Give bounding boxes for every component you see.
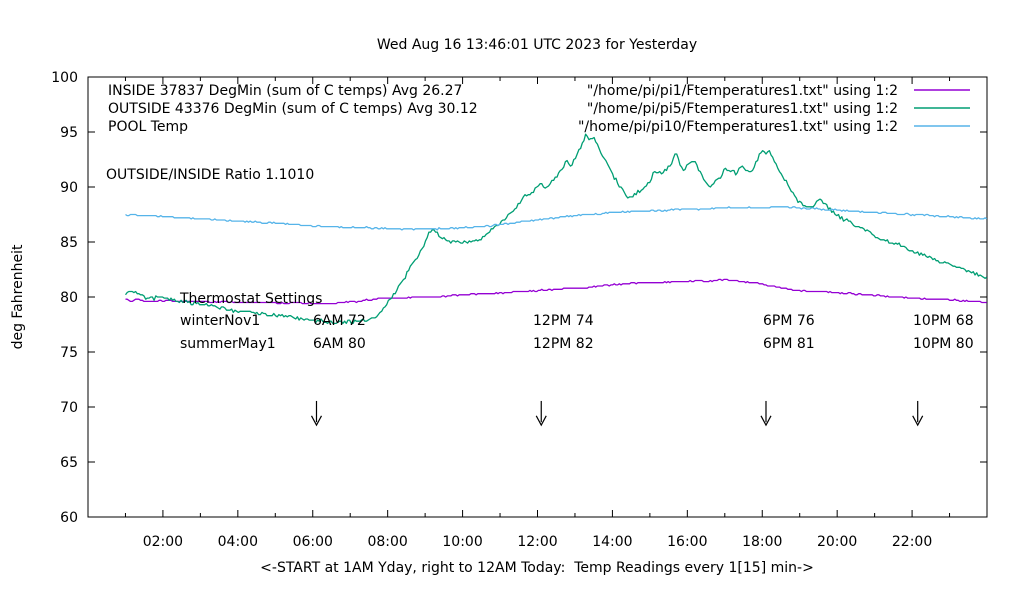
- series-line-pool: [125, 206, 988, 231]
- down-arrow-icon: [912, 400, 924, 427]
- x-tick-label: 20:00: [817, 534, 857, 550]
- legend-file-pool: "/home/pi/pi10/Ftemperatures1.txt" using…: [578, 119, 898, 135]
- x-tick-label: 14:00: [592, 534, 632, 550]
- x-tick-labels: 02:00 04:00 06:00 08:00 10:00 12:00 14:00 16:00…: [143, 534, 933, 550]
- thermostat-winter-10pm: 10PM 68: [913, 313, 974, 329]
- y-tick-label: 60: [60, 510, 78, 526]
- x-tick-label: 08:00: [367, 534, 407, 550]
- thermostat-summer-label: summerMay1: [180, 336, 276, 352]
- thermostat-summer-6pm: 6PM 81: [763, 336, 815, 352]
- thermostat-winter-12pm: 12PM 74: [533, 313, 594, 329]
- down-arrow-icon: [310, 400, 323, 427]
- down-arrow-icon: [535, 400, 547, 427]
- x-tick-label: 16:00: [667, 534, 707, 550]
- y-tick-label: 85: [60, 235, 78, 251]
- thermostat-winter-6pm: 6PM 76: [763, 313, 815, 329]
- chart-title: Wed Aug 16 13:46:01 UTC 2023 for Yesterd…: [377, 37, 697, 53]
- y-tick-label: 100: [51, 70, 78, 86]
- y-tick-label: 80: [60, 290, 78, 306]
- setpoint-arrows: [310, 400, 924, 427]
- x-tick-label: 10:00: [442, 534, 482, 550]
- y-tick-labels: 60 65 70 75 80 85 90 95 100: [51, 70, 78, 526]
- thermostat-summer-6am: 6AM 80: [313, 336, 366, 352]
- series-lines: [124, 133, 988, 325]
- thermostat-summer-12pm: 12PM 82: [533, 336, 594, 352]
- legend-label-outside: OUTSIDE 43376 DegMin (sum of C temps) Av…: [108, 101, 478, 117]
- series-line-outside: [124, 133, 988, 325]
- legend-label-inside: INSIDE 37837 DegMin (sum of C temps) Avg…: [108, 83, 462, 99]
- legend-line-samples: [914, 89, 970, 127]
- y-tick-label: 95: [60, 125, 78, 141]
- x-tick-label: 06:00: [293, 534, 333, 550]
- down-arrow-icon: [760, 400, 772, 427]
- y-tick-label: 90: [60, 180, 78, 196]
- x-tick-label: 22:00: [892, 534, 932, 550]
- ratio-annotation: OUTSIDE/INSIDE Ratio 1.1010: [106, 167, 314, 183]
- thermostat-winter-6am: 6AM 72: [313, 313, 366, 329]
- y-tick-label: 65: [60, 455, 78, 471]
- x-axis-title: <-START at 1AM Yday, right to 12AM Today…: [260, 560, 814, 576]
- series-line-inside: [125, 278, 987, 305]
- y-axis-title: deg Fahrenheit: [10, 244, 26, 349]
- x-tick-label: 12:00: [517, 534, 557, 550]
- y-tick-label: 70: [60, 400, 78, 416]
- thermostat-heading: Thermostat Settings: [179, 291, 322, 307]
- legend-file-outside: "/home/pi/pi5/Ftemperatures1.txt" using …: [587, 101, 898, 117]
- thermostat-summer-10pm: 10PM 80: [913, 336, 974, 352]
- x-tick-label: 02:00: [143, 534, 183, 550]
- y-tick-label: 75: [60, 345, 78, 361]
- legend-file-inside: "/home/pi/pi1/Ftemperatures1.txt" using …: [587, 83, 898, 99]
- legend-label-pool: POOL Temp: [108, 119, 188, 135]
- axis-ticks: [88, 76, 987, 518]
- thermostat-winter-label: winterNov1: [180, 313, 260, 329]
- x-tick-label: 04:00: [218, 534, 258, 550]
- x-tick-label: 18:00: [742, 534, 782, 550]
